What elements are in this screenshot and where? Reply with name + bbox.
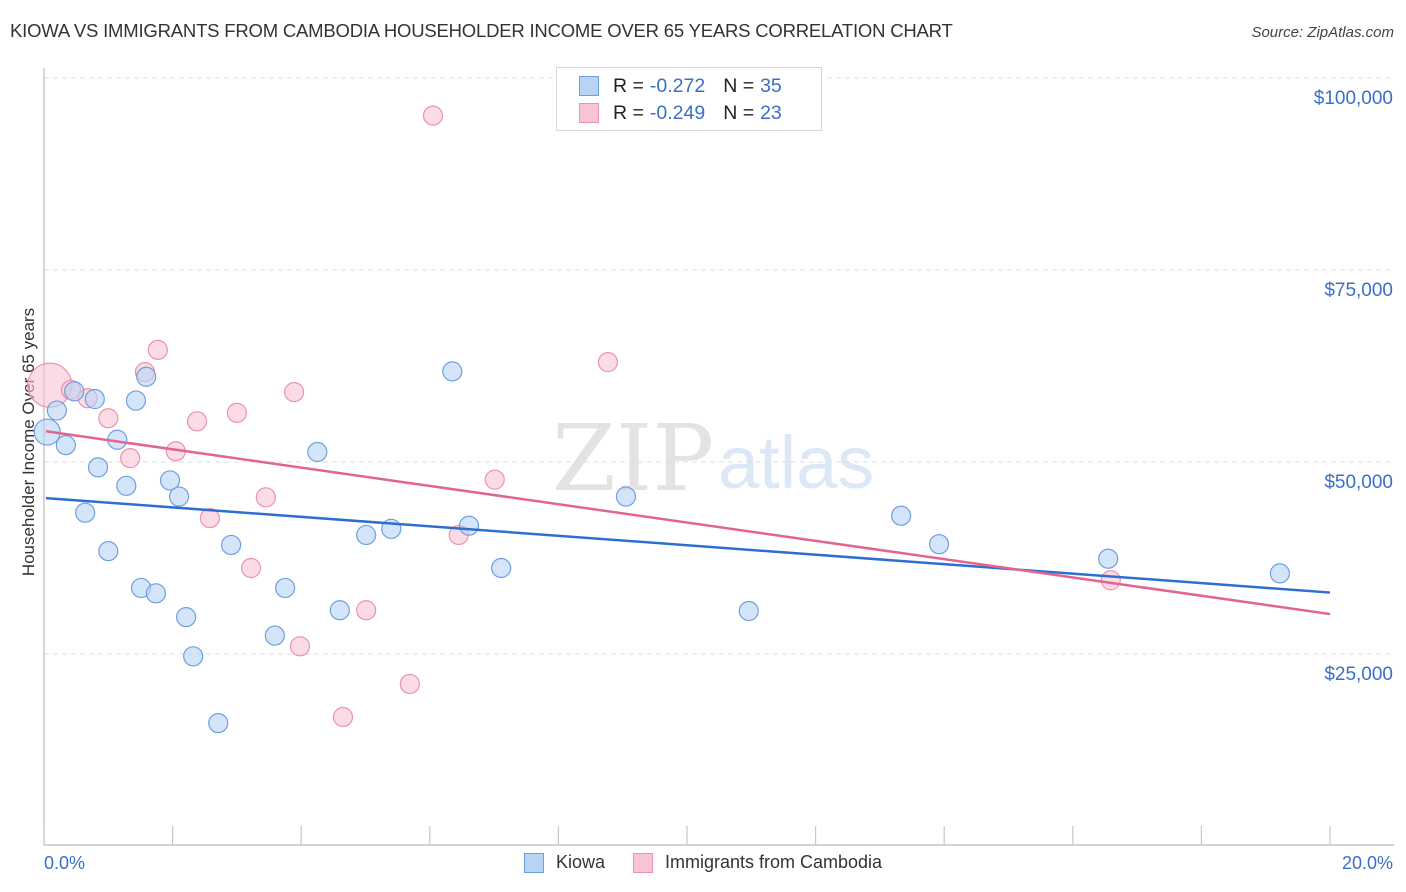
x-tick-labels: 0.0% 20.0% xyxy=(44,853,1393,873)
trend-lines xyxy=(45,430,1331,616)
r-value: -0.272 xyxy=(649,74,706,97)
correlation-legend: R = -0.272 N = 35 R = -0.249 N = 23 xyxy=(556,67,822,131)
legend-label: Immigrants from Cambodia xyxy=(664,852,883,872)
kiowa-point[interactable] xyxy=(55,435,76,456)
kiowa-point[interactable] xyxy=(125,390,147,411)
cambodia-point[interactable] xyxy=(147,339,168,360)
kiowa-point[interactable] xyxy=(738,600,759,622)
legend-item-kiowa[interactable]: Kiowa xyxy=(523,852,605,873)
kiowa-point[interactable] xyxy=(46,400,67,421)
series-legend: Kiowa Immigrants from Cambodia xyxy=(0,852,1406,873)
cambodia-point[interactable] xyxy=(484,469,505,490)
y-tick-labels: $100,000 $75,000 $50,000 $25,000 xyxy=(1314,88,1393,685)
n-value: 35 xyxy=(760,74,782,97)
y-tick-label: $50,000 xyxy=(1324,472,1393,493)
kiowa-point[interactable] xyxy=(458,515,480,536)
x-tick-label: 0.0% xyxy=(44,853,85,873)
kiowa-point[interactable] xyxy=(176,607,197,628)
n-label: N = xyxy=(723,101,755,124)
legend-row-kiowa: R = -0.272 N = 35 xyxy=(579,74,782,98)
y-tick-label: $25,000 xyxy=(1324,664,1393,685)
cambodia-point[interactable] xyxy=(356,600,377,621)
watermark: ZIP atlas xyxy=(552,405,874,512)
cambodia-point[interactable] xyxy=(284,382,305,403)
kiowa-point[interactable] xyxy=(183,646,204,667)
kiowa-point[interactable] xyxy=(159,470,181,491)
kiowa-point[interactable] xyxy=(84,388,105,410)
cambodia-point[interactable] xyxy=(98,408,119,429)
kiowa-point[interactable] xyxy=(168,486,190,507)
kiowa-point[interactable] xyxy=(275,577,296,599)
cambodia-point[interactable] xyxy=(186,411,208,432)
cambodia-swatch xyxy=(632,852,653,873)
kiowa-swatch xyxy=(523,852,544,873)
cambodia-point[interactable] xyxy=(597,352,619,373)
kiowa-point[interactable] xyxy=(329,600,350,621)
kiowa-point[interactable] xyxy=(1269,563,1290,584)
kiowa-point[interactable] xyxy=(64,381,85,402)
cambodia-point[interactable] xyxy=(226,402,247,423)
kiowa-point[interactable] xyxy=(307,441,328,463)
kiowa-point[interactable] xyxy=(891,505,912,526)
cambodia-point[interactable] xyxy=(332,706,354,728)
cambodia-point[interactable] xyxy=(255,487,276,508)
y-tick-label: $100,000 xyxy=(1314,88,1393,109)
kiowa-trend-line xyxy=(45,496,1331,594)
kiowa-point[interactable] xyxy=(145,583,166,604)
r-label: R = xyxy=(613,74,644,97)
r-value: -0.249 xyxy=(649,101,706,124)
kiowa-points xyxy=(33,361,1290,734)
cambodia-point[interactable] xyxy=(289,636,311,657)
kiowa-point[interactable] xyxy=(87,457,109,478)
x-tick-label: 20.0% xyxy=(1342,853,1393,873)
kiowa-point[interactable] xyxy=(136,366,157,387)
r-label: R = xyxy=(613,101,644,124)
n-value: 23 xyxy=(760,101,782,124)
kiowa-point[interactable] xyxy=(116,475,137,496)
kiowa-point[interactable] xyxy=(221,534,242,556)
kiowa-point[interactable] xyxy=(615,486,637,507)
kiowa-point[interactable] xyxy=(75,502,96,523)
cambodia-point[interactable] xyxy=(422,105,444,126)
legend-row-cambodia: R = -0.249 N = 23 xyxy=(579,101,782,125)
kiowa-point[interactable] xyxy=(442,361,463,382)
source-credit: Source: ZipAtlas.com xyxy=(1251,24,1394,41)
kiowa-swatch xyxy=(579,76,599,96)
y-axis-label: Householder Income Over 65 years xyxy=(19,308,38,576)
cambodia-swatch xyxy=(579,103,599,123)
cambodia-point[interactable] xyxy=(120,448,141,469)
chart-title: KIOWA VS IMMIGRANTS FROM CAMBODIA HOUSEH… xyxy=(10,20,953,41)
kiowa-point[interactable] xyxy=(1098,548,1119,569)
cambodia-point[interactable] xyxy=(1100,570,1121,591)
cambodia-point[interactable] xyxy=(240,557,262,579)
kiowa-point[interactable] xyxy=(208,713,229,734)
kiowa-point[interactable] xyxy=(928,534,950,555)
cambodia-point[interactable] xyxy=(399,673,420,695)
cambodia-trend-line xyxy=(45,430,1331,616)
legend-label: Kiowa xyxy=(555,852,605,872)
x-axis-ticks xyxy=(43,826,1331,845)
kiowa-point[interactable] xyxy=(356,524,377,546)
cambodia-point[interactable] xyxy=(199,507,220,529)
kiowa-point[interactable] xyxy=(98,540,119,562)
n-label: N = xyxy=(723,74,755,97)
kiowa-point[interactable] xyxy=(491,557,512,579)
y-tick-label: $75,000 xyxy=(1324,280,1393,301)
kiowa-point[interactable] xyxy=(264,625,285,646)
legend-item-cambodia[interactable]: Immigrants from Cambodia xyxy=(632,852,883,873)
